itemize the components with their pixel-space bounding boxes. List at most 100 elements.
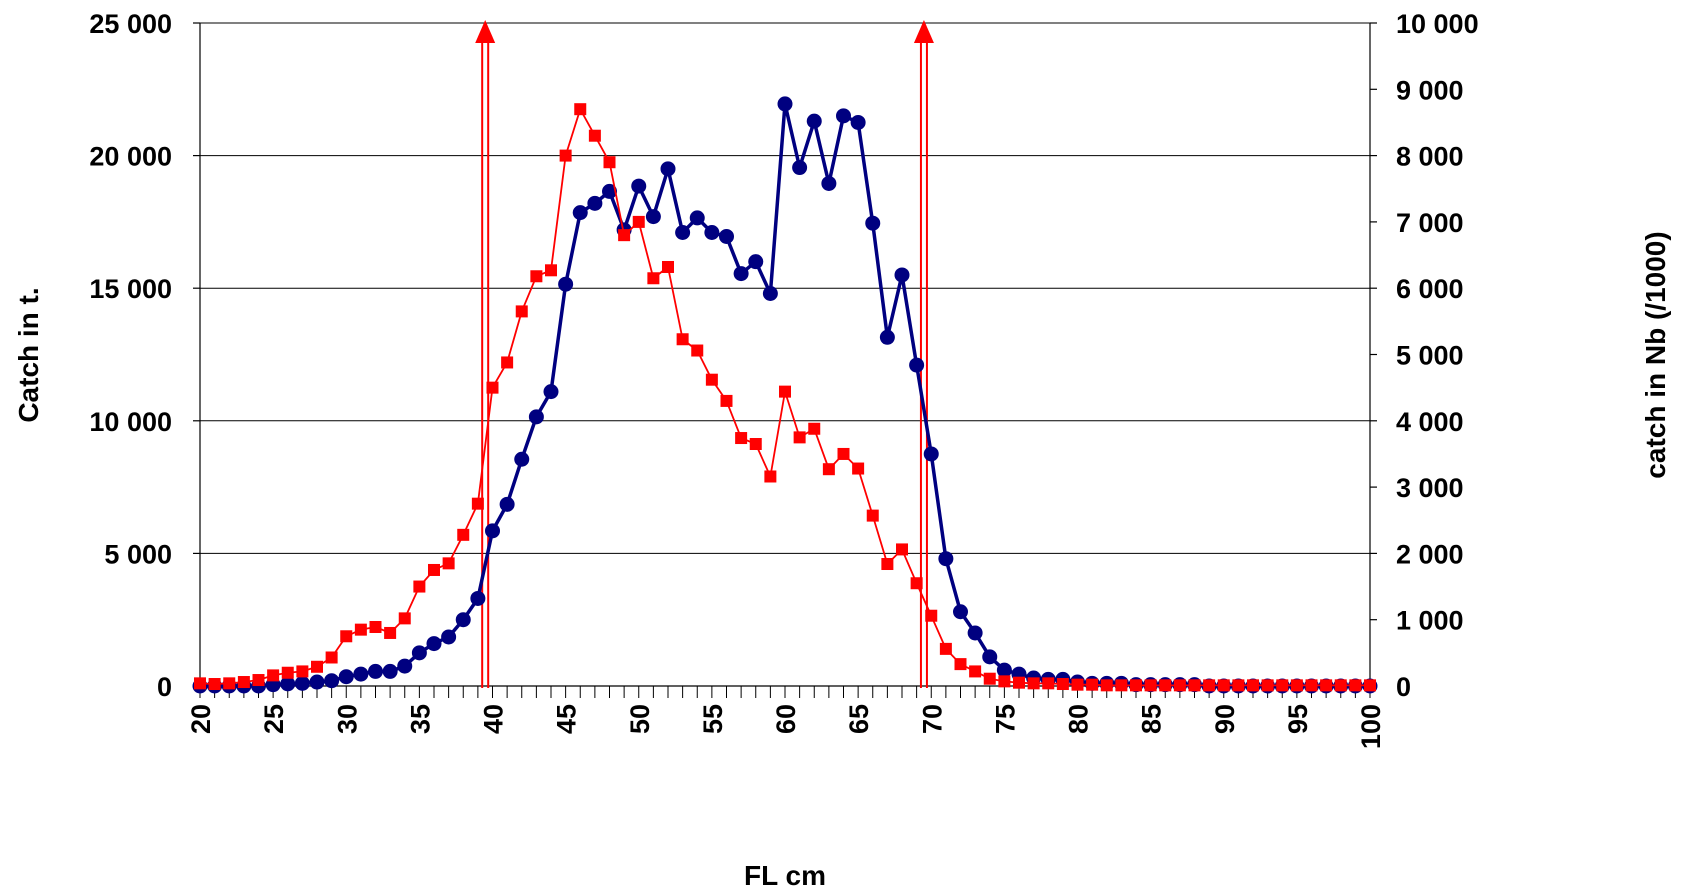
catch-number-point [1100, 679, 1113, 692]
catch-tonnes-point [382, 663, 398, 679]
right-tick-label: 4 000 [1396, 407, 1464, 437]
catch-tonnes-point [777, 96, 793, 112]
catch-number-point [588, 129, 601, 142]
catch-number-point [618, 229, 631, 242]
catch-number-point [837, 447, 850, 460]
x-tick-label: 30 [332, 704, 362, 734]
catch-number-point [1247, 679, 1259, 692]
catch-number-point [998, 675, 1011, 688]
left-tick-label: 10 000 [89, 407, 172, 437]
catch-number-point [237, 676, 250, 689]
catch-tonnes-point [294, 675, 310, 691]
x-tick-label: 50 [625, 704, 655, 734]
catch-number-point [325, 651, 338, 664]
right-tick-label: 7 000 [1396, 208, 1464, 238]
x-tick-label: 80 [1064, 704, 1094, 734]
catch-tonnes-point [982, 649, 998, 665]
right-tick-label: 3 000 [1396, 473, 1464, 503]
catch-number-point [1320, 679, 1333, 692]
x-tick-label: 55 [698, 704, 728, 734]
catch-number-point [1261, 679, 1274, 692]
catch-number-point [1232, 679, 1245, 692]
catch-number-point [486, 381, 499, 394]
catch-number-point [691, 344, 704, 357]
right-tick-label: 10 000 [1396, 9, 1479, 39]
catch-number-point [574, 103, 587, 116]
catch-tonnes-point [689, 210, 705, 226]
catch-tonnes-point [514, 451, 530, 467]
catch-number-point [1027, 677, 1040, 690]
catch-number-point [764, 470, 777, 483]
catch-number-point [296, 665, 309, 678]
catch-number-point [1276, 679, 1289, 692]
catch-number-point [208, 678, 221, 691]
x-axis-tick-labels: 20 25 30 35 40 45 50 55 60 65 70 75 80 85 90 95 100 [186, 704, 1386, 749]
left-tick-label: 5 000 [104, 539, 172, 569]
catch-tonnes-point [543, 384, 559, 400]
catch-number-point [442, 557, 455, 570]
right-tick-label: 1 000 [1396, 606, 1464, 636]
catch-number-point [1290, 679, 1303, 692]
catch-number-point [1013, 676, 1025, 689]
catch-tonnes-point [368, 663, 383, 679]
x-tick-label: 45 [552, 704, 582, 734]
catch-number-point [384, 626, 397, 639]
catch-tonnes-point [558, 276, 574, 292]
x-tick-label: 60 [771, 704, 801, 734]
catch-tonnes-point [953, 604, 968, 620]
catch-number-point [793, 431, 806, 444]
x-tick-label: 40 [479, 704, 509, 734]
x-tick-label: 20 [186, 704, 216, 734]
arrow-up-icon [913, 20, 934, 43]
catch-number-point [749, 438, 762, 451]
catch-number-point [808, 422, 821, 435]
series-catch-number [194, 103, 1376, 692]
left-tick-label: 25 000 [89, 9, 172, 39]
catch-tonnes-point [280, 676, 296, 692]
catch-number-point [881, 558, 894, 571]
x-tick-label: 70 [917, 704, 947, 734]
right-tick-label: 0 [1396, 672, 1411, 702]
catch-number-point [369, 620, 382, 633]
catch-number-point [852, 462, 865, 475]
catch-tonnes-point [572, 205, 588, 221]
catch-number-point [428, 563, 440, 576]
y-axis-title-left: Catch in t. [13, 287, 44, 422]
right-axis-tick-labels: 0 1 000 2 000 3 000 4 000 5 000 6 000 7 000 8 00… [1396, 9, 1479, 702]
catch-number-point [398, 612, 411, 625]
catch-number-point [559, 149, 572, 162]
catch-number-point [515, 305, 528, 318]
catch-number-point [1305, 679, 1318, 692]
catch-number-point [1188, 679, 1201, 692]
catch-tonnes-point [441, 629, 457, 645]
catch-tonnes-point [733, 266, 749, 282]
x-tick-label: 85 [1137, 704, 1167, 734]
catch-number-point [354, 623, 367, 636]
catch-tonnes-point [704, 225, 720, 241]
catch-number-point [281, 666, 294, 679]
catch-number-point [223, 677, 236, 690]
catch-number-point [662, 260, 674, 273]
y-axis-title-right: catch in Nb (/1000) [1640, 231, 1671, 478]
catch-tonnes-point [850, 114, 866, 130]
catch-number-point [1042, 677, 1055, 690]
right-tick-label: 5 000 [1396, 341, 1464, 371]
catch-tonnes-point [309, 674, 325, 690]
grid [200, 22, 1370, 554]
x-tick-label: 25 [259, 704, 289, 734]
right-tick-label: 8 000 [1396, 142, 1464, 172]
catch-tonnes-point [324, 673, 340, 689]
catch-tonnes-point [631, 178, 647, 194]
catch-tonnes-point [821, 175, 837, 191]
left-tick-label: 20 000 [89, 142, 172, 172]
catch-number-point [1115, 679, 1128, 692]
left-axis-tick-labels: 0 5 000 10 000 15 000 20 000 25 000 [89, 9, 172, 702]
catch-number-point [1203, 679, 1216, 692]
catch-tonnes-point [909, 357, 925, 373]
catch-tonnes-point [719, 228, 734, 244]
catch-number-point [413, 580, 426, 593]
catch-number-point [1144, 679, 1157, 692]
catch-number-point [603, 156, 616, 169]
catch-number-point [1364, 679, 1376, 692]
catch-number-point [501, 356, 514, 369]
